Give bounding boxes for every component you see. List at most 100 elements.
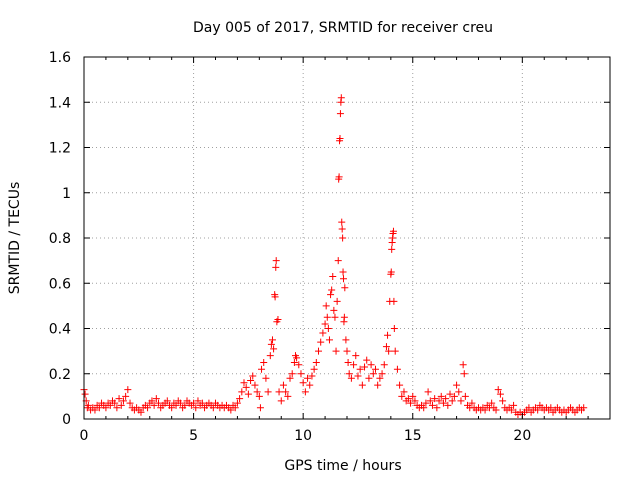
data-point [319,329,327,337]
y-axis-label: SRMTID / TECUs [7,182,23,295]
data-point [411,397,419,405]
data-point [268,336,276,344]
x-axis-label: GPS time / hours [284,458,401,474]
data-point [306,381,314,389]
data-point [396,381,404,389]
data-point [428,401,436,409]
data-point [288,370,296,378]
y-tick-label: 0 [62,412,71,428]
data-point [345,370,353,378]
data-point [247,377,255,385]
data-point [442,395,450,403]
data-point [262,374,270,382]
data-point [439,399,447,407]
data-point [115,395,123,403]
data-point [365,374,373,382]
data-point [321,320,329,328]
data-point [374,381,382,389]
data-point [390,325,398,332]
data-point [450,392,458,400]
data-point [266,352,274,360]
data-point [459,361,467,369]
data-point [338,218,346,226]
data-point [155,399,163,407]
data-point [330,306,338,314]
data-point [271,293,279,301]
data-point [148,397,156,405]
data-point [122,392,130,400]
data-point [192,404,200,412]
data-point [272,263,280,271]
data-point [274,315,282,323]
data-point [163,397,171,405]
x-tick-label: 10 [294,428,312,444]
data-point [339,234,347,242]
data-point [322,302,330,310]
data-point [236,395,244,403]
data-point [323,313,331,321]
data-point [371,365,379,373]
data-point [337,94,345,102]
data-point [435,397,443,405]
data-point [336,110,344,118]
data-point [258,365,266,373]
data-point [481,406,489,414]
data-point [126,399,134,407]
data-point [251,381,259,389]
y-tick-label: 1.6 [49,50,71,66]
data-point [422,399,430,407]
data-point [342,336,350,344]
y-tick-label: 0.6 [49,276,71,292]
x-tick-label: 0 [80,428,89,444]
y-tick-label: 1 [62,186,71,202]
data-point [267,340,275,348]
data-point [102,404,110,412]
data-point [400,388,408,396]
data-point [308,372,316,380]
data-point [327,291,335,299]
y-tick-label: 0.8 [49,231,71,247]
data-point [190,399,198,407]
data-point [91,406,99,414]
data-point [433,404,441,412]
data-point [253,388,261,396]
data-point [344,358,352,366]
data-point [113,404,121,412]
data-point [334,257,342,265]
data-point [354,372,362,380]
data-point [420,404,428,412]
data-point [336,134,344,142]
data-point [352,352,360,360]
data-point [299,379,307,387]
data-point [534,406,542,414]
data-point [111,399,119,407]
data-point [409,392,417,400]
data-point [270,345,278,353]
data-point [150,401,158,409]
data-point [328,286,336,294]
x-tick-label: 5 [189,428,198,444]
y-tick-label: 1.4 [49,95,71,111]
data-point [301,388,309,396]
data-point [496,390,504,398]
data-point [282,388,290,396]
data-point [124,386,132,394]
data-point [378,370,386,378]
data-point [144,404,152,412]
data-point [231,404,239,412]
data-point [315,347,323,355]
data-point [84,401,92,409]
data-point [431,395,439,403]
data-point [382,343,390,351]
data-point [277,397,285,405]
data-point [350,361,358,369]
data-point [240,379,248,387]
x-tick-label: 15 [404,428,422,444]
data-point [275,388,283,396]
data-point [227,406,235,414]
data-point [168,404,176,412]
data-point [380,361,388,369]
data-point [260,358,268,366]
data-point [390,297,398,305]
data-point [297,370,305,378]
